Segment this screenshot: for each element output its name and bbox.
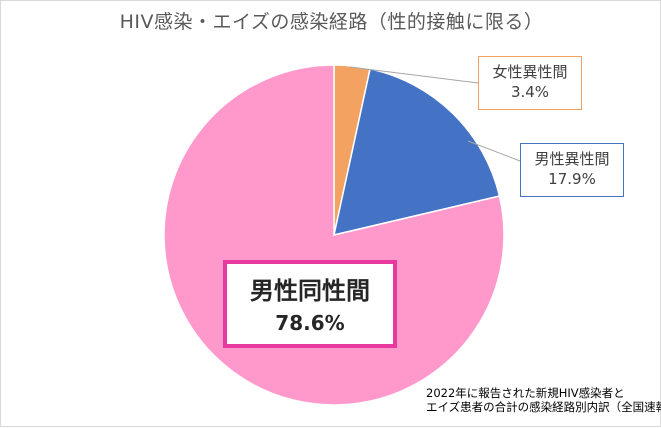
source-note-line1: 2022年に報告された新規HIV感染者と — [426, 386, 625, 400]
label-female-hetero-value: 3.4% — [510, 83, 550, 102]
source-note: 2022年に報告された新規HIV感染者と エイズ患者の合計の感染経路別内訳（全国… — [426, 386, 661, 415]
leader-line-female — [349, 66, 479, 84]
label-male-homo-value: 78.6% — [275, 310, 345, 335]
label-female-hetero: 女性異性間 3.4% — [478, 56, 582, 110]
source-note-line2: エイズ患者の合計の感染経路別内訳（全国速報値） — [426, 400, 661, 415]
label-male-hetero-value: 17.9% — [548, 170, 596, 189]
chart-title: HIV感染・エイズの感染経路（性的接触に限る） — [119, 11, 544, 33]
label-male-hetero-name: 男性異性間 — [534, 150, 610, 168]
label-male-hetero: 男性異性間 17.9% — [520, 143, 624, 197]
slice-male-hetero — [333, 67, 501, 237]
label-female-hetero-name: 女性異性間 — [492, 63, 568, 81]
label-male-homo: 男性同性間 78.6% — [223, 260, 397, 348]
label-male-homo-name: 男性同性間 — [250, 277, 370, 305]
leader-line-male-hetero — [467, 140, 521, 162]
